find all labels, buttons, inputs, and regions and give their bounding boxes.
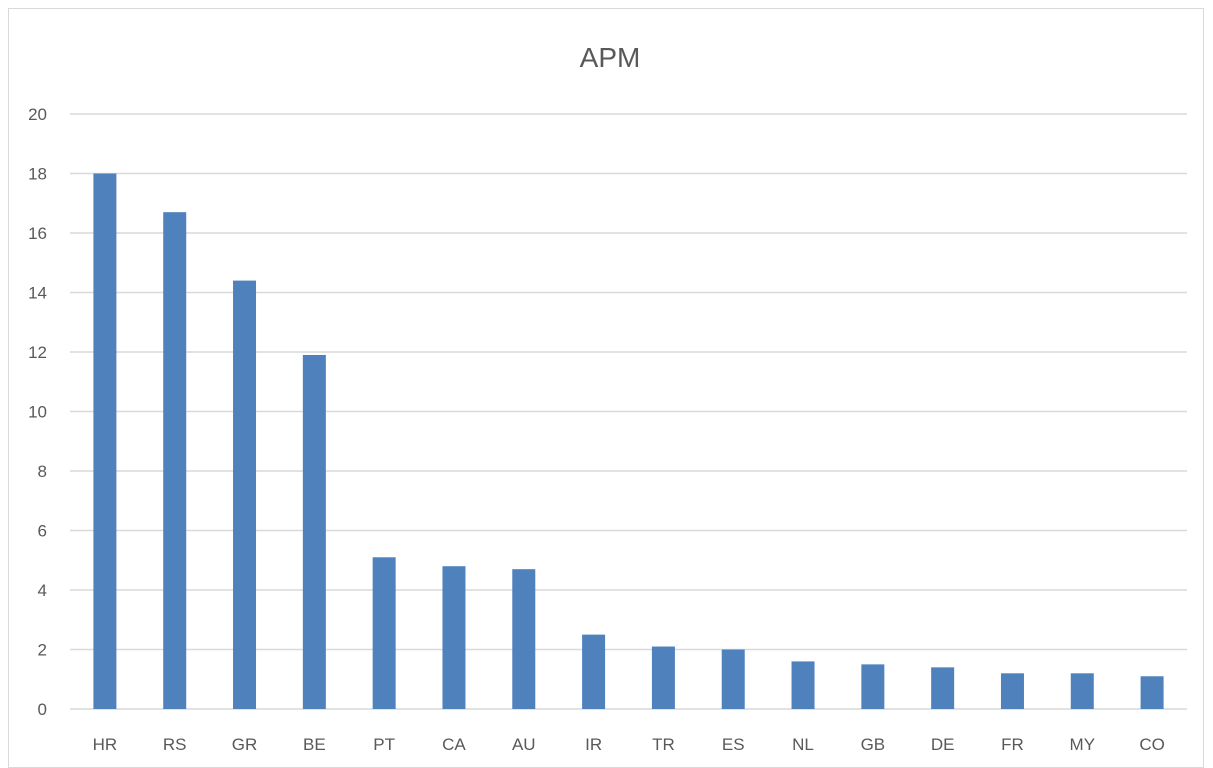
bar-my — [1070, 673, 1094, 709]
y-tick-label: 0 — [38, 700, 47, 719]
bar-co — [1140, 676, 1164, 709]
bar-es — [721, 649, 745, 709]
y-tick-label: 18 — [28, 165, 47, 184]
y-tick-label: 14 — [28, 284, 47, 303]
x-tick-label: GB — [861, 735, 886, 754]
y-axis-ticks: 0 2 4 6 8 10 12 14 16 18 20 — [28, 105, 47, 719]
bar-fr — [1000, 673, 1024, 709]
x-tick-label: NL — [792, 735, 814, 754]
y-tick-label: 16 — [28, 224, 47, 243]
bar-ir — [582, 634, 606, 709]
y-tick-label: 10 — [28, 403, 47, 422]
chart-title: APM — [580, 42, 641, 73]
bar-au — [512, 569, 536, 709]
x-tick-label: ES — [722, 735, 745, 754]
bar-pt — [372, 557, 396, 709]
x-axis-ticks: HR RS GR BE PT CA AU IR TR ES NL GB DE FR MY CO — [93, 735, 1165, 754]
x-tick-label: MY — [1070, 735, 1096, 754]
chart-frame — [8, 8, 1204, 768]
gridlines — [70, 113, 1187, 710]
bar-nl — [791, 661, 815, 709]
x-tick-label: HR — [93, 735, 118, 754]
x-tick-label: CA — [442, 735, 466, 754]
y-tick-label: 2 — [38, 641, 47, 660]
x-tick-label: FR — [1001, 735, 1024, 754]
bar-hr — [93, 173, 117, 709]
y-tick-label: 6 — [38, 522, 47, 541]
y-tick-label: 4 — [38, 581, 47, 600]
y-tick-label: 12 — [28, 343, 47, 362]
bar-gr — [233, 280, 257, 709]
x-tick-label: PT — [373, 735, 395, 754]
bar-tr — [651, 646, 675, 709]
x-tick-label: RS — [163, 735, 187, 754]
x-tick-label: GR — [232, 735, 258, 754]
x-tick-label: DE — [931, 735, 955, 754]
bar-de — [931, 667, 955, 709]
bar-be — [302, 354, 326, 709]
bar-gb — [861, 664, 885, 709]
bars — [93, 173, 1164, 710]
x-tick-label: IR — [585, 735, 602, 754]
y-tick-label: 20 — [28, 105, 47, 124]
x-tick-label: AU — [512, 735, 536, 754]
x-tick-label: TR — [652, 735, 675, 754]
bar-ca — [442, 566, 466, 709]
bar-rs — [163, 212, 187, 710]
y-tick-label: 8 — [38, 462, 47, 481]
x-tick-label: CO — [1139, 735, 1165, 754]
x-tick-label: BE — [303, 735, 326, 754]
